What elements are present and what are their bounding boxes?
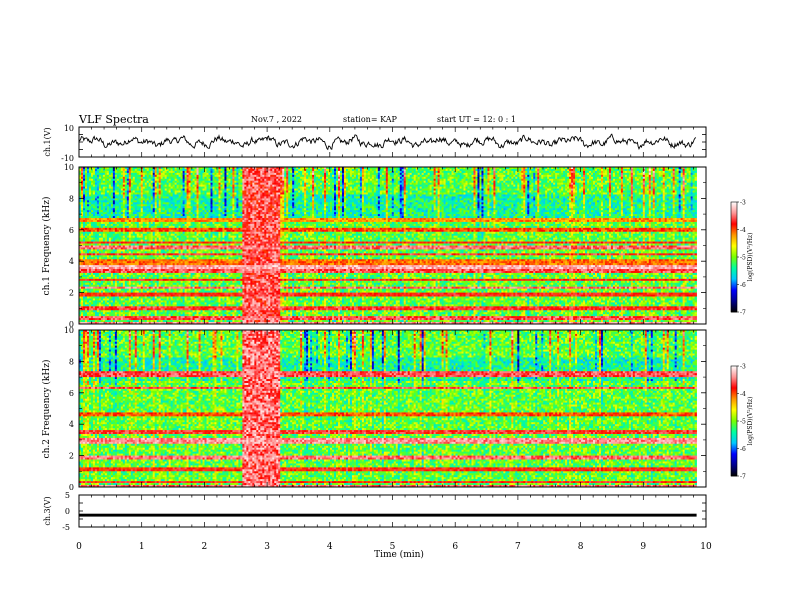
time-tick-label: 1 xyxy=(139,542,145,552)
ch2-channel-label: ch.2 Frequency (kHz) xyxy=(41,360,52,459)
colorbar-label: log(PSD)(V²/Hz) xyxy=(747,397,754,446)
frequency-tick-label: 10 xyxy=(64,163,74,172)
ch1-ytick-top: 10 xyxy=(64,124,74,133)
colorbar-tick-label: -5 xyxy=(740,255,746,262)
ch1-ytick-bottom: -10 xyxy=(61,154,74,163)
frequency-tick-label: 6 xyxy=(69,389,74,398)
vlf-spectra-figure: VLF Spectra Nov.7 , 2022 station= KAP st… xyxy=(0,0,792,612)
ch3-ytick-bottom: -5 xyxy=(62,523,70,532)
time-tick-label: 6 xyxy=(452,542,458,552)
time-tick-label: 4 xyxy=(327,542,333,552)
colorbar-tick-label: -3 xyxy=(740,364,746,371)
time-tick-label: 2 xyxy=(202,542,208,552)
time-axis-label: Time (min) xyxy=(374,549,424,560)
colorbar-label: log(PSD)(V²/Hz) xyxy=(747,233,754,282)
time-tick-label: 3 xyxy=(264,542,270,552)
ch3-waveform-panel: 5 0 -5 ch.3(V) xyxy=(43,491,706,532)
frequency-tick-label: 6 xyxy=(69,226,74,235)
time-tick-label: 8 xyxy=(578,542,584,552)
colorbar-tick-label: -5 xyxy=(740,419,746,426)
frequency-tick-label: 4 xyxy=(69,257,74,266)
ch1-spectrogram-image xyxy=(79,167,697,324)
colorbar-tick-label: -4 xyxy=(740,391,746,398)
frequency-tick-label: 4 xyxy=(69,420,74,429)
ch3-waveform-ylabel: ch.3(V) xyxy=(43,496,52,525)
frequency-tick-label: 8 xyxy=(69,357,74,366)
ch1-waveform-trace xyxy=(79,134,696,149)
frequency-tick-label: 10 xyxy=(64,326,74,335)
colorbar-tick-label: -4 xyxy=(740,227,746,234)
figure-title: VLF Spectra xyxy=(78,113,149,126)
time-tick-label: 0 xyxy=(76,542,82,552)
ch1-colorbar: -3 -4 -5 -6 -7 log(PSD)(V²/Hz) xyxy=(731,200,754,317)
colorbar-tick-label: -7 xyxy=(740,474,746,481)
date-label: Nov.7 , 2022 xyxy=(251,115,302,124)
ch2-colorbar: -3 -4 -5 -6 -7 log(PSD)(V²/Hz) xyxy=(731,364,754,481)
colorbar-tick-label: -7 xyxy=(740,310,746,317)
time-tick-label: 10 xyxy=(700,542,712,552)
colorbar-tick-label: -6 xyxy=(740,282,746,289)
ch1-channel-label: ch.1 Frequency (kHz) xyxy=(41,197,52,296)
frequency-tick-label: 8 xyxy=(69,194,74,203)
station-label: station= KAP xyxy=(343,115,398,124)
colorbar-tick-label: -6 xyxy=(740,446,746,453)
frequency-tick-label: 2 xyxy=(69,452,74,461)
ch1-waveform-panel: 10 -10 ch.1(V) xyxy=(43,124,706,163)
ch3-waveform-trace xyxy=(79,514,697,517)
colorbar-tick-label: -3 xyxy=(740,200,746,207)
time-tick-label: 9 xyxy=(640,542,646,552)
ch3-ytick-mid: 0 xyxy=(65,507,70,516)
frequency-tick-label: 2 xyxy=(69,289,74,298)
time-tick-label: 7 xyxy=(515,542,521,552)
ch2-spectrogram-image xyxy=(79,330,697,487)
start-time-label: start UT = 12: 0 : 1 xyxy=(437,115,516,124)
ch1-waveform-ylabel: ch.1(V) xyxy=(43,127,52,156)
ch3-ytick-top: 5 xyxy=(65,491,70,500)
